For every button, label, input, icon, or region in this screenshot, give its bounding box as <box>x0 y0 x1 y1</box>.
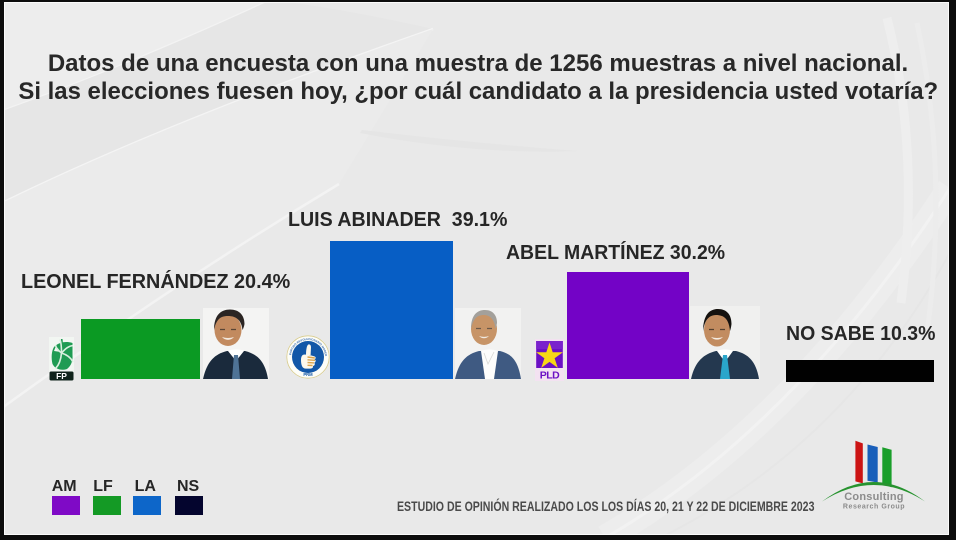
svg-text:Research Group: Research Group <box>843 504 905 511</box>
svg-text:FP: FP <box>56 371 67 381</box>
svg-text:PLD: PLD <box>540 370 560 382</box>
svg-text:Consulting: Consulting <box>844 491 903 503</box>
svg-text:PRM: PRM <box>303 372 313 377</box>
